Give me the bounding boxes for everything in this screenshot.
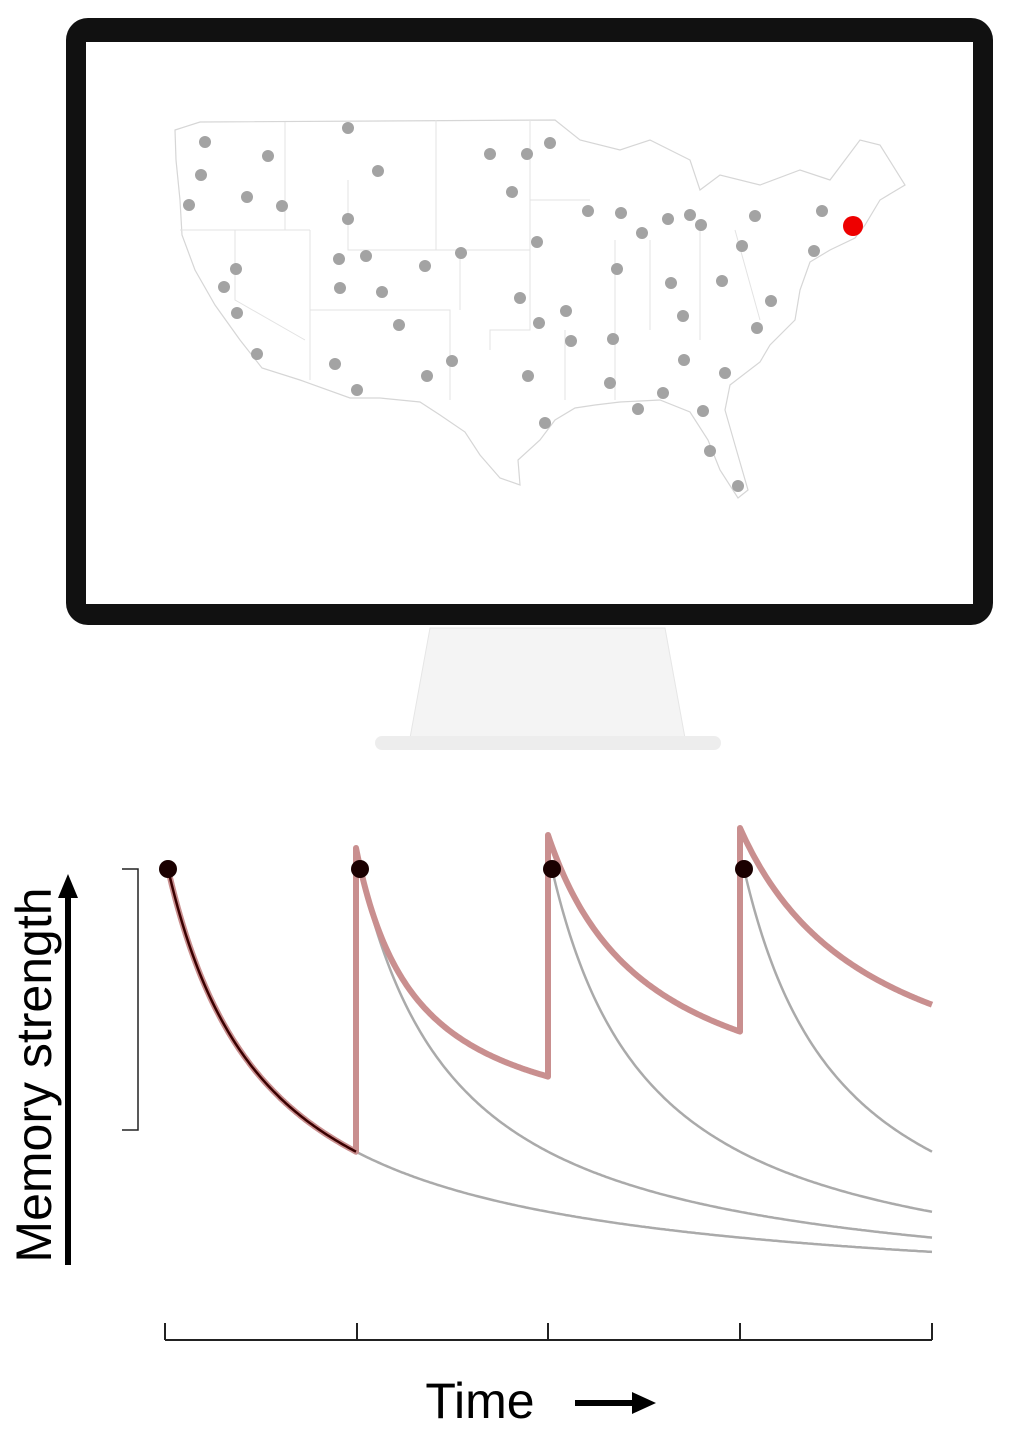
city-dot	[704, 445, 716, 457]
city-dot	[514, 292, 526, 304]
city-dot	[665, 277, 677, 289]
city-dot	[351, 384, 363, 396]
city-dot	[662, 213, 674, 225]
city-dot	[276, 200, 288, 212]
city-dot	[677, 310, 689, 322]
city-dot	[262, 150, 274, 162]
city-dot	[199, 136, 211, 148]
city-dot	[751, 322, 763, 334]
city-dot	[560, 305, 572, 317]
x-axis-label: Time	[425, 1373, 534, 1429]
city-dot	[736, 240, 748, 252]
city-dot	[808, 245, 820, 257]
city-dot	[544, 137, 556, 149]
city-dot	[342, 122, 354, 134]
city-dot	[231, 307, 243, 319]
city-dot	[531, 236, 543, 248]
city-dot	[678, 354, 690, 366]
city-dot	[615, 207, 627, 219]
city-dot	[749, 210, 761, 222]
first-decay	[168, 869, 356, 1152]
city-dot	[632, 403, 644, 415]
city-dot	[684, 209, 696, 221]
city-dot	[251, 348, 263, 360]
city-dot	[565, 335, 577, 347]
city-dot	[697, 405, 709, 417]
review-dot	[159, 860, 177, 878]
time-axis	[165, 1323, 932, 1340]
monitor-base	[375, 736, 721, 750]
city-dot	[195, 169, 207, 181]
city-dot	[607, 333, 619, 345]
curves	[159, 828, 932, 1252]
city-dot	[522, 370, 534, 382]
city-dot	[334, 282, 346, 294]
city-dot	[539, 417, 551, 429]
city-dot	[218, 281, 230, 293]
city-dot	[816, 205, 828, 217]
figure: Memory strength Time	[0, 0, 1027, 1430]
city-dot	[230, 263, 242, 275]
city-dot	[695, 219, 707, 231]
gray-curve	[744, 869, 932, 1152]
city-dot	[419, 260, 431, 272]
monitor-stand	[410, 628, 685, 738]
bracket	[122, 869, 138, 1130]
city-dot	[506, 186, 518, 198]
city-dot	[521, 148, 533, 160]
city-dot	[333, 253, 345, 265]
city-dot	[376, 286, 388, 298]
city-dot	[636, 227, 648, 239]
city-dot	[372, 165, 384, 177]
city-dot	[582, 205, 594, 217]
city-dot	[604, 377, 616, 389]
gray-curve	[360, 869, 932, 1238]
review-dot	[735, 860, 753, 878]
city-dot	[657, 387, 669, 399]
review-dot	[351, 860, 369, 878]
city-dot	[484, 148, 496, 160]
review-dot	[543, 860, 561, 878]
city-dot	[716, 275, 728, 287]
page: Memory strength Time (() => { const data…	[0, 0, 1027, 1430]
city-dot	[183, 199, 195, 211]
city-dot	[360, 250, 372, 262]
y-axis-label: Memory strength	[6, 887, 62, 1262]
city-dot	[329, 358, 341, 370]
city-dot	[342, 213, 354, 225]
city-dot	[446, 355, 458, 367]
city-dot	[732, 480, 744, 492]
city-dot	[765, 295, 777, 307]
city-dot	[719, 367, 731, 379]
city-dot	[611, 263, 623, 275]
target-dot	[843, 216, 863, 236]
city-dot	[241, 191, 253, 203]
city-dot	[421, 370, 433, 382]
city-dot	[455, 247, 467, 259]
city-dot	[533, 317, 545, 329]
x-arrow-head	[632, 1392, 656, 1414]
city-dot	[393, 319, 405, 331]
